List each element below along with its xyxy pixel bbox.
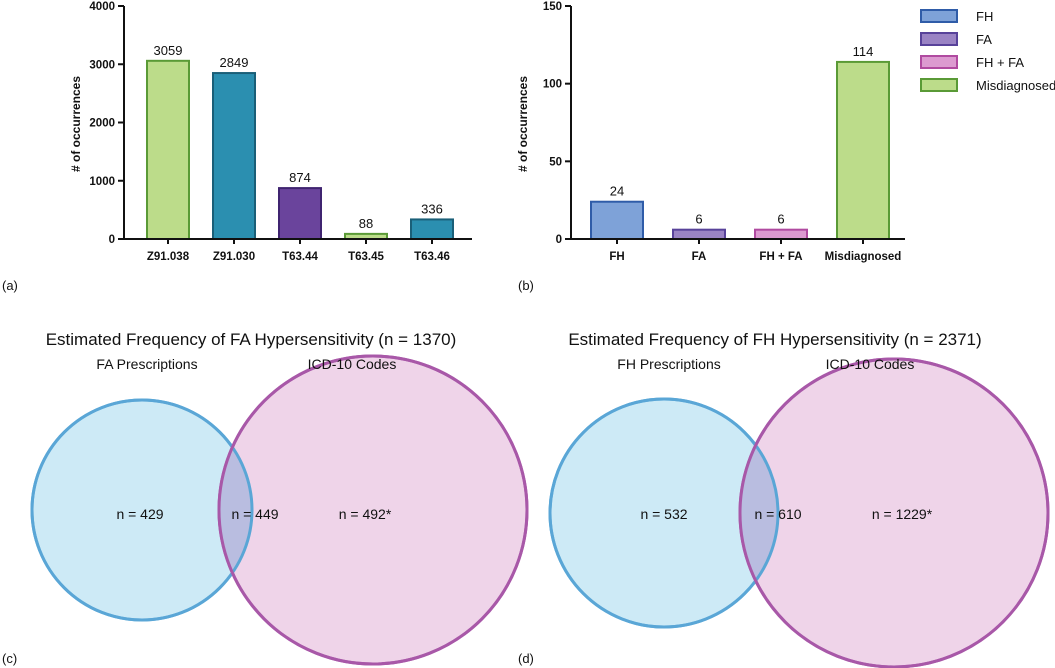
bar-t63-44 bbox=[278, 187, 322, 240]
bar-t63-46 bbox=[410, 218, 454, 240]
venn-set-label-left: FH Prescriptions bbox=[617, 356, 720, 372]
legend-label: Misdiagnosed bbox=[976, 78, 1055, 93]
bar-z91-038 bbox=[146, 59, 190, 241]
venn-set-label-right: ICD-10 Codes bbox=[826, 356, 915, 372]
legend-label: FA bbox=[976, 32, 992, 47]
bar-group bbox=[146, 59, 454, 241]
y-tick-label: 4000 bbox=[89, 1, 115, 13]
data-label: 2849 bbox=[220, 55, 249, 70]
venn-diagram-fa: Estimated Frequency of FA Hypersensitivi… bbox=[30, 330, 529, 666]
venn-count-left-only: n = 532 bbox=[640, 506, 687, 522]
panel-label-c: (c) bbox=[2, 651, 17, 666]
y-tick-group: 0 1000 2000 3000 4000 bbox=[89, 1, 124, 246]
data-label: 24 bbox=[610, 184, 624, 199]
x-category-group: FH FA FH + FA Misdiagnosed bbox=[609, 239, 901, 263]
y-tick-label: 3000 bbox=[89, 59, 115, 71]
legend-swatch bbox=[920, 32, 958, 46]
x-category-label: T63.46 bbox=[414, 251, 450, 263]
venn-count-overlap: n = 610 bbox=[754, 506, 801, 522]
x-category-label: FH bbox=[609, 251, 624, 263]
venn-left-outline bbox=[30, 398, 254, 622]
x-category-label: Z91.030 bbox=[213, 251, 255, 263]
venn-right-outline bbox=[217, 354, 529, 666]
bar-misdiagnosed bbox=[836, 60, 890, 240]
y-tick-label: 1000 bbox=[89, 176, 115, 188]
data-label: 3059 bbox=[154, 43, 183, 58]
legend-label: FH bbox=[976, 9, 993, 24]
x-category-label: FH + FA bbox=[759, 251, 802, 263]
venn-right-outline bbox=[738, 357, 1050, 668]
x-category-group: Z91.038 Z91.030 T63.44 T63.45 T63.46 bbox=[147, 239, 450, 263]
venn-diagram-fh: Estimated Frequency of FH Hypersensitivi… bbox=[548, 330, 1050, 668]
x-category-label: T63.44 bbox=[282, 251, 318, 263]
data-label: 6 bbox=[695, 212, 702, 227]
y-tick-label: 50 bbox=[549, 156, 562, 168]
x-category-label: Z91.038 bbox=[147, 251, 190, 263]
data-label: 874 bbox=[289, 170, 311, 185]
panel-label-d: (d) bbox=[518, 651, 534, 666]
data-label: 114 bbox=[853, 44, 874, 59]
y-tick-label: 0 bbox=[556, 234, 562, 246]
venn-count-right-only: n = 492* bbox=[339, 506, 392, 522]
legend: FH FA FH + FA Misdiagnosed bbox=[920, 9, 1055, 93]
panel-label-a: (a) bbox=[2, 278, 18, 293]
legend-swatch bbox=[920, 55, 958, 69]
venn-set-label-right: ICD-10 Codes bbox=[308, 356, 397, 372]
y-tick-label: 150 bbox=[543, 1, 562, 13]
x-category-label: T63.45 bbox=[348, 251, 384, 263]
venn-left-outline bbox=[548, 397, 780, 629]
y-tick-label: 0 bbox=[109, 234, 115, 246]
bar-group bbox=[590, 60, 890, 240]
legend-label: FH + FA bbox=[976, 55, 1024, 70]
y-tick-group: 0 50 100 150 bbox=[543, 1, 571, 246]
y-tick-label: 2000 bbox=[89, 118, 115, 130]
y-axis-title: # of occurrences bbox=[69, 76, 83, 172]
y-axis-title: # of occurrences bbox=[516, 76, 530, 172]
bar-fa bbox=[672, 228, 726, 240]
legend-swatch bbox=[920, 78, 958, 92]
legend-swatch bbox=[920, 9, 958, 23]
data-label: 336 bbox=[421, 201, 443, 216]
y-tick-label: 100 bbox=[543, 79, 562, 91]
bar-z91-030 bbox=[212, 72, 256, 241]
data-label-group: 3059 2849 874 88 336 bbox=[154, 43, 443, 231]
panel-label-b: (b) bbox=[518, 278, 534, 293]
venn-title: Estimated Frequency of FA Hypersensitivi… bbox=[46, 330, 457, 349]
bar-chart-occurrences-by-code: 3059 2849 874 88 336 0 1000 2000 3000 4000 Z91.0… bbox=[69, 1, 472, 263]
x-category-label: Misdiagnosed bbox=[825, 251, 902, 263]
x-category-label: FA bbox=[692, 251, 707, 263]
venn-set-label-left: FA Prescriptions bbox=[96, 356, 197, 372]
bar-fh bbox=[590, 200, 644, 240]
bar-chart-diagnosis-categories: 24 6 6 114 0 50 100 150 FH FA FH + FA Misdiagnose… bbox=[516, 1, 905, 263]
data-label: 6 bbox=[777, 212, 784, 227]
venn-title: Estimated Frequency of FH Hypersensitivi… bbox=[568, 330, 981, 349]
venn-count-left-only: n = 429 bbox=[116, 506, 163, 522]
venn-count-overlap: n = 449 bbox=[231, 506, 278, 522]
data-label-group: 24 6 6 114 bbox=[610, 44, 874, 227]
venn-count-right-only: n = 1229* bbox=[872, 506, 933, 522]
data-label: 88 bbox=[359, 216, 373, 231]
bar-fh-fa bbox=[754, 228, 808, 240]
